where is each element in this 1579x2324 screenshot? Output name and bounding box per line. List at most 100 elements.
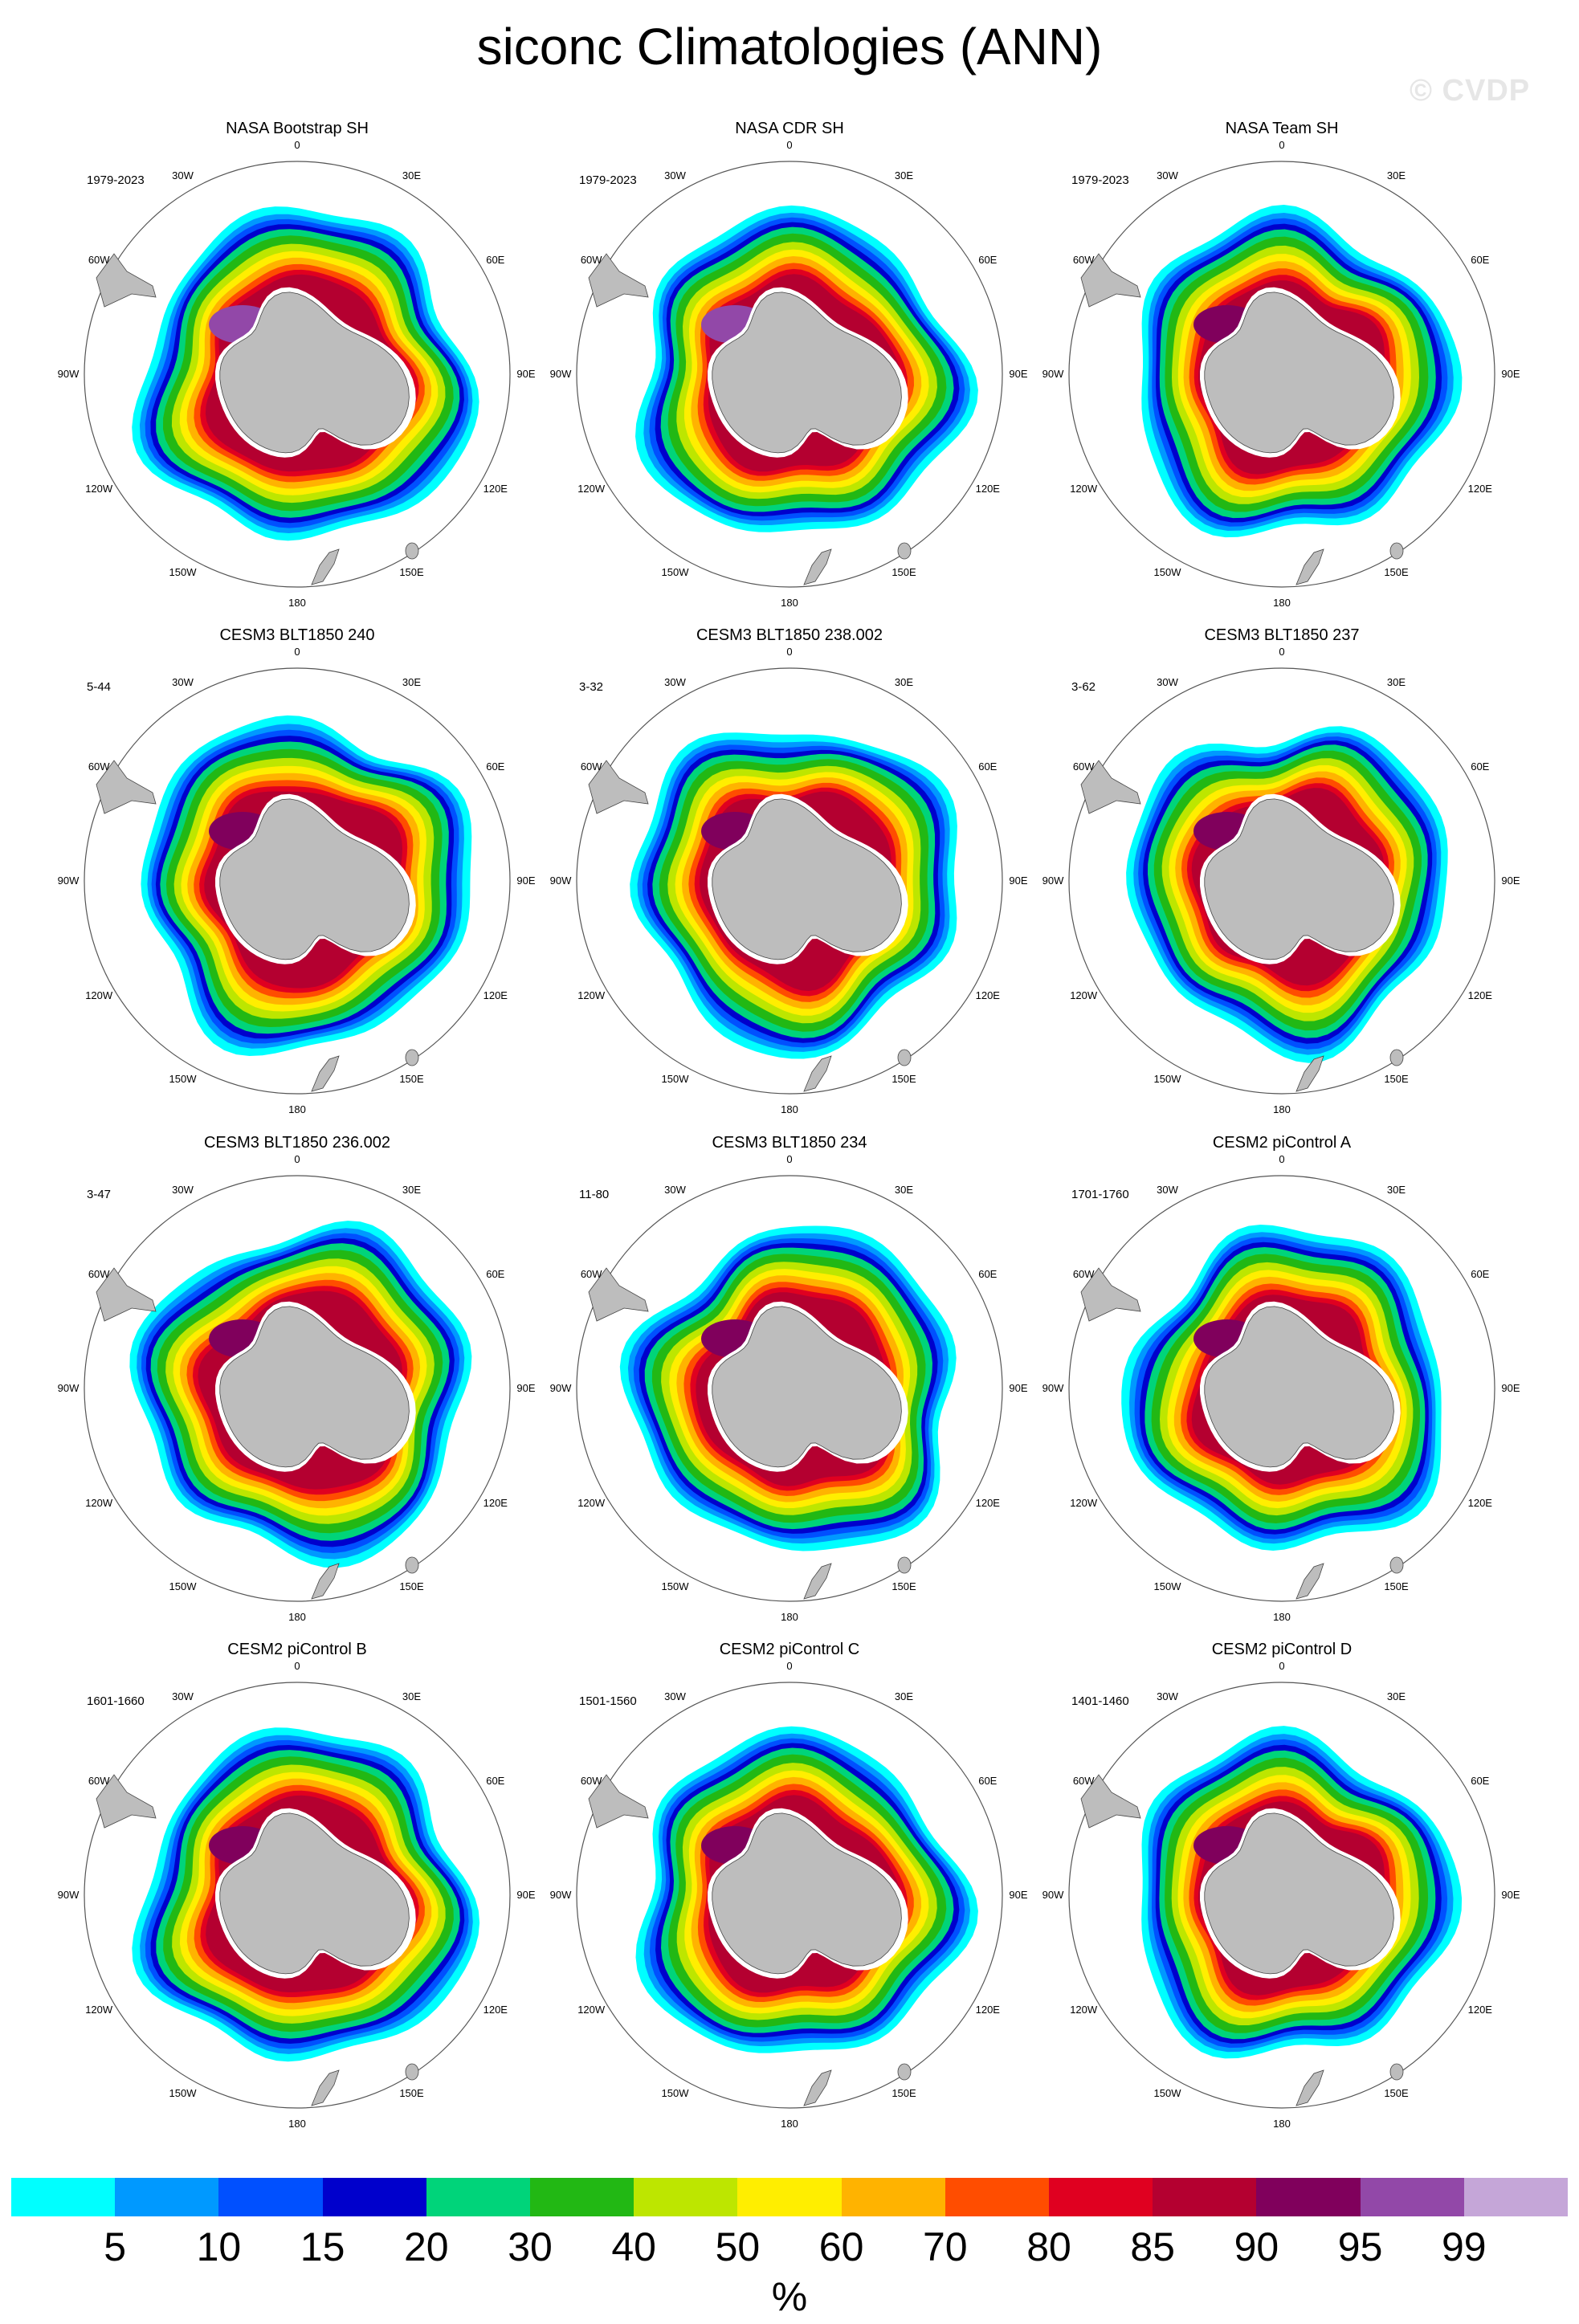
polar-map <box>1068 1175 1495 1602</box>
ice-concentration-band <box>194 1784 425 2004</box>
longitude-label: 0 <box>786 1660 793 1672</box>
tasmania-land <box>1389 1049 1404 1066</box>
longitude-label: 30W <box>172 1690 194 1703</box>
colorbar-tick-label: 90 <box>1234 2224 1279 2269</box>
ice-concentration-band <box>165 1258 435 1524</box>
colorbar-tick-label: 60 <box>818 2224 864 2269</box>
longitude-label: 90E <box>516 1889 536 1901</box>
ice-concentration-band <box>1177 1775 1411 2019</box>
coastal-open-water <box>708 1808 908 1979</box>
longitude-label: 120E <box>975 989 1000 1001</box>
high-concentration-patch <box>209 1826 276 1865</box>
panel-period: 1979-2023 <box>1071 173 1129 187</box>
watermark: © CVDP <box>1410 74 1531 108</box>
panel-period: 1401-1460 <box>1071 1694 1129 1708</box>
ice-concentration-band <box>137 1228 465 1560</box>
longitude-label: 30W <box>1157 676 1178 689</box>
ice-concentration-band <box>1138 736 1437 1050</box>
longitude-label: 90E <box>1501 1889 1520 1901</box>
longitude-label: 120W <box>1070 2003 1098 2016</box>
longitude-label: 120E <box>1467 1496 1492 1509</box>
panel-title: CESM3 BLT1850 236.002 <box>203 1134 390 1152</box>
ice-concentration-band <box>1191 788 1385 986</box>
tasmania-land <box>897 2063 912 2081</box>
ice-concentration-band <box>160 741 449 1034</box>
longitude-label: 30E <box>1386 169 1406 182</box>
longitude-label: 180 <box>781 1611 798 1623</box>
ice-concentration-band <box>1152 218 1448 527</box>
tasmania-land <box>897 1556 912 1574</box>
ice-concentration-band <box>683 1282 898 1496</box>
panel-period: 5-44 <box>87 680 112 694</box>
panel-title: NASA Team SH <box>1225 120 1339 137</box>
longitude-label: 180 <box>781 1103 798 1115</box>
longitude-label: 90W <box>1042 875 1064 887</box>
ice-concentration-band <box>150 1745 465 2044</box>
ice-concentration-band <box>1121 1225 1442 1551</box>
new-zealand-land <box>1295 2069 1324 2106</box>
longitude-label: 60E <box>978 760 998 773</box>
ice-concentration-band <box>1155 1744 1442 2044</box>
longitude-label: 30E <box>402 1184 422 1197</box>
ice-concentration-band <box>676 1275 904 1502</box>
ice-concentration-band <box>129 1221 472 1568</box>
ice-concentration-band <box>642 744 945 1048</box>
map-boundary <box>84 1682 511 2109</box>
longitude-label: 150E <box>399 1580 424 1592</box>
polar-map <box>576 1682 1003 2109</box>
map-boundary <box>84 1175 511 1602</box>
ice-concentration-band <box>151 729 459 1044</box>
longitude-label: 180 <box>288 1103 306 1115</box>
longitude-label: 180 <box>288 2118 306 2130</box>
polar-map <box>84 667 511 1095</box>
antarctica-land <box>712 1306 902 1468</box>
ice-concentration-band <box>667 765 921 1024</box>
map-boundary <box>576 1682 1003 2109</box>
coastal-open-water <box>708 287 908 458</box>
colorbar-tick-label: 99 <box>1441 2224 1487 2269</box>
ice-concentration-band <box>655 1743 960 2037</box>
longitude-label: 150W <box>661 565 689 578</box>
longitude-label: 90W <box>57 1889 80 1901</box>
ice-concentration-band <box>669 1269 911 1508</box>
ice-concentration-band <box>682 777 908 1009</box>
longitude-label: 90E <box>1009 1382 1028 1394</box>
colorbar-segment <box>1153 2178 1257 2216</box>
ice-concentration-band <box>186 1778 432 2010</box>
longitude-label: 90E <box>1009 1889 1028 1901</box>
panel-title: CESM3 BLT1850 238.002 <box>696 626 883 644</box>
high-concentration-patch <box>1193 1319 1261 1358</box>
ice-concentration-band <box>644 1247 932 1530</box>
ice-concentration-band <box>141 715 472 1056</box>
longitude-label: 90W <box>57 875 80 887</box>
ice-concentration-band <box>187 773 420 1005</box>
ice-concentration-band <box>1193 275 1390 479</box>
coastal-open-water <box>215 793 416 964</box>
longitude-label: 120W <box>85 989 113 1001</box>
ice-concentration-band <box>1165 236 1429 512</box>
antarctica-land <box>712 1812 902 1975</box>
polar-map <box>84 161 511 588</box>
longitude-label: 120W <box>85 482 113 495</box>
longitude-label: 30E <box>894 676 914 689</box>
polar-map <box>84 1175 511 1602</box>
panel-period: 3-47 <box>87 1188 112 1201</box>
polar-map <box>576 667 1003 1095</box>
longitude-label: 120W <box>577 482 606 495</box>
ice-concentration-band <box>667 233 947 507</box>
longitude-label: 150E <box>892 1072 916 1085</box>
longitude-label: 180 <box>1273 1103 1291 1115</box>
panel-title: CESM3 BLT1850 234 <box>712 1134 867 1152</box>
longitude-label: 120W <box>577 989 606 1001</box>
longitude-label: 30W <box>172 1184 194 1197</box>
antarctica-land <box>1204 1812 1394 1975</box>
ice-concentration-band <box>1173 1276 1402 1502</box>
longitude-label: 0 <box>1279 1153 1285 1165</box>
longitude-label: 180 <box>1273 2118 1291 2130</box>
colorbar-segment <box>11 2178 116 2216</box>
longitude-label: 150E <box>1384 2086 1409 2099</box>
longitude-label: 0 <box>1279 1660 1285 1672</box>
ice-concentration-band <box>156 229 460 518</box>
new-zealand-land <box>803 548 832 585</box>
ice-concentration-band <box>157 1250 443 1534</box>
